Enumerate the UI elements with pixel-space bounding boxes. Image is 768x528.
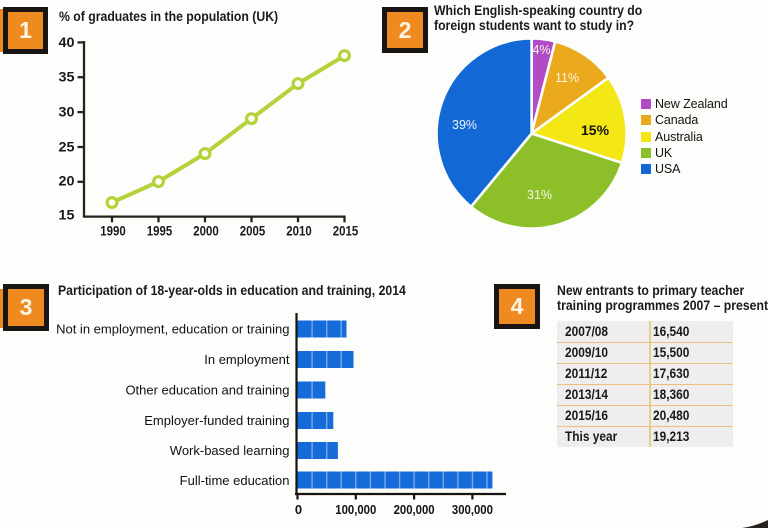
svg-text:2010: 2010	[286, 223, 312, 239]
svg-text:0: 0	[295, 502, 302, 517]
svg-text:25: 25	[59, 139, 75, 155]
svg-text:35: 35	[59, 68, 75, 84]
svg-text:15: 15	[59, 206, 75, 222]
svg-text:Not in employment, education o: Not in employment, education or training	[56, 322, 289, 337]
svg-text:1990: 1990	[100, 223, 126, 239]
svg-text:2005: 2005	[240, 223, 266, 239]
svg-text:30: 30	[59, 103, 75, 119]
svg-text:1995: 1995	[147, 223, 173, 239]
svg-text:Employer-funded training: Employer-funded training	[144, 413, 289, 428]
svg-text:20: 20	[59, 172, 75, 188]
svg-text:In employment: In employment	[204, 352, 290, 367]
svg-text:Work-based learning: Work-based learning	[170, 443, 290, 458]
svg-text:40: 40	[59, 34, 75, 50]
svg-text:300,000: 300,000	[452, 502, 493, 517]
svg-text:Other education and training: Other education and training	[125, 383, 289, 398]
svg-text:200,000: 200,000	[394, 502, 435, 517]
svg-text:Full-time education: Full-time education	[180, 473, 290, 488]
svg-text:2015: 2015	[333, 223, 359, 239]
svg-text:100,000: 100,000	[335, 502, 376, 517]
svg-text:2000: 2000	[193, 223, 219, 239]
